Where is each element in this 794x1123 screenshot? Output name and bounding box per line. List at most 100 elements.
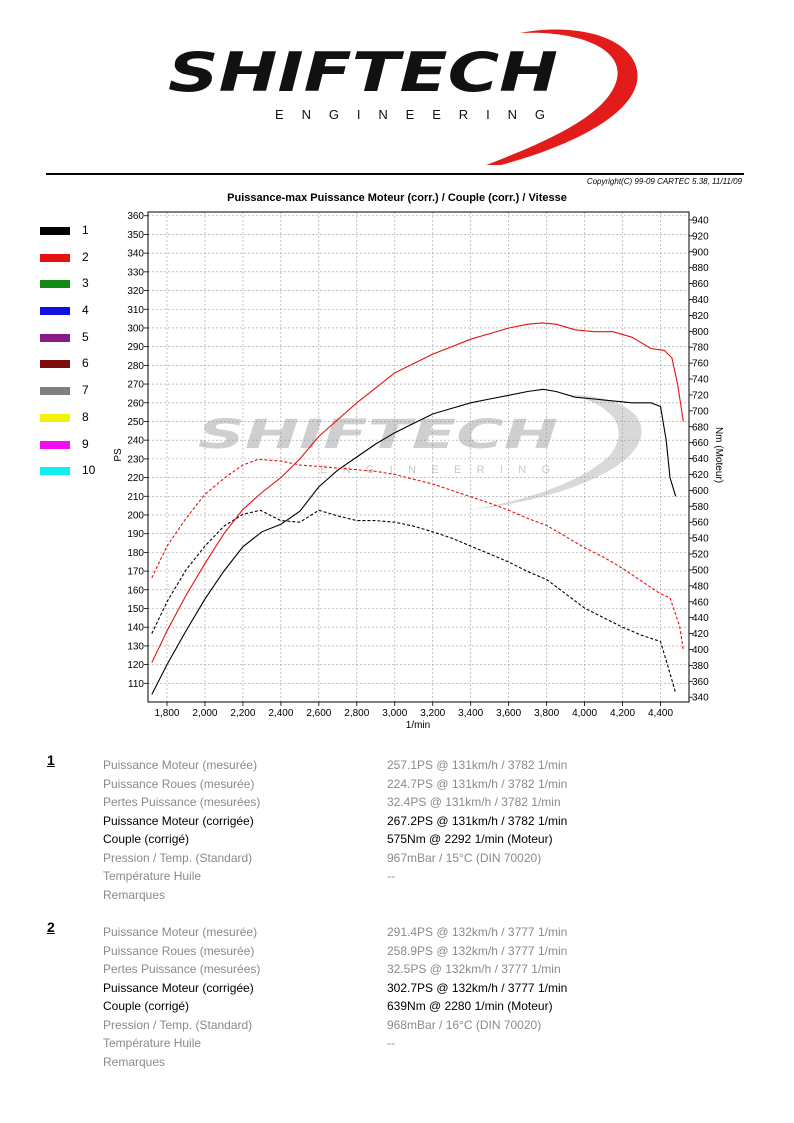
legend-item: 1 — [40, 223, 110, 252]
result-row: Puissance Roues (mesurée) 224.7PS @ 131km… — [0, 777, 794, 795]
legend-swatch — [40, 280, 70, 289]
result-value: 32.5PS @ 132km/h / 3777 1/min — [387, 962, 561, 976]
result-label: Puissance Moteur (corrigée) — [103, 813, 254, 828]
legend-label: 1 — [82, 223, 89, 237]
y-left-tick-label: 280 — [127, 361, 144, 372]
result-label: Remarques — [103, 1054, 166, 1069]
legend-label: 9 — [82, 436, 89, 451]
legend-swatch — [40, 440, 70, 449]
series-line-2-power — [151, 322, 684, 663]
shiftech-logo: SHIFTECH ENGINEERING — [168, 29, 638, 165]
y-left-tick-label: 170 — [127, 567, 144, 578]
x-tick-label: 2,400 — [268, 708, 293, 719]
y-left-tick-label: 270 — [127, 380, 144, 391]
result-value: -- — [387, 1036, 395, 1050]
x-tick-label: 2,800 — [344, 708, 369, 719]
y-right-tick-label: 500 — [692, 565, 709, 576]
y-right-tick-label: 880 — [692, 263, 709, 274]
y-left-tick-label: 180 — [127, 548, 144, 559]
chart-series — [151, 322, 684, 695]
y-left-tick-label: 310 — [127, 305, 144, 316]
y-left-tick-label: 320 — [127, 286, 144, 297]
legend-label: 6 — [82, 356, 89, 371]
y-left-tick-label: 210 — [127, 492, 144, 503]
result-label: Pression / Temp. (Standard) — [103, 1017, 253, 1032]
y-left-tick-label: 140 — [127, 623, 144, 634]
y-axis-left-title: PS — [113, 448, 124, 462]
legend-swatch — [40, 387, 70, 396]
legend-label: 8 — [82, 409, 89, 424]
y-right-tick-label: 740 — [692, 375, 709, 386]
y-right-tick-label: 820 — [692, 311, 709, 322]
legend-item: 5 — [40, 329, 110, 359]
y-right-tick-label: 420 — [692, 629, 709, 640]
result-label: Température Huile — [103, 1036, 202, 1050]
x-tick-label: 3,600 — [496, 708, 521, 719]
x-tick-label: 4,400 — [648, 708, 673, 719]
legend-label: 3 — [82, 276, 89, 291]
result-row: Pertes Puissance (mesurées) 32.5PS @ 132k… — [0, 962, 794, 980]
chart-grid — [148, 212, 689, 702]
result-row: Pression / Temp. (Standard) 967mBar / 15°… — [0, 851, 794, 869]
y-right-tick-label: 380 — [692, 661, 709, 672]
x-tick-label: 4,200 — [610, 708, 635, 719]
result-value: 968mBar / 16°C (DIN 70020) — [387, 1017, 542, 1032]
result-value: 291.4PS @ 132km/h / 3777 1/min — [387, 925, 568, 939]
y-right-tick-label: 920 — [692, 231, 709, 242]
legend-label: 5 — [82, 329, 89, 344]
y-right-tick-label: 940 — [692, 215, 709, 226]
y-left-tick-label: 160 — [127, 585, 144, 596]
y-right-tick-label: 620 — [692, 470, 709, 481]
y-left-tick-label: 240 — [127, 436, 144, 447]
result-row: Puissance Moteur (mesurée) 291.4PS @ 132k… — [0, 925, 794, 943]
result-row: Puissance Roues (mesurée) 258.9PS @ 132km… — [0, 944, 794, 962]
legend-swatch — [40, 227, 70, 235]
y-left-tick-label: 250 — [127, 417, 144, 428]
x-tick-label: 3,800 — [534, 708, 559, 719]
legend-swatch — [40, 253, 70, 262]
legend-label: 4 — [82, 303, 89, 318]
result-value: 32.4PS @ 131km/h / 3782 1/min — [387, 795, 561, 809]
result-label: Couple (corrigé) — [103, 999, 190, 1013]
legend-swatch — [40, 467, 70, 476]
result-label: Puissance Roues (mesurée) — [103, 943, 255, 958]
y-right-tick-label: 660 — [692, 438, 709, 449]
y-right-tick-label: 440 — [692, 613, 709, 624]
legend: 1 2 3 4 5 6 7 8 9 10 — [40, 223, 110, 492]
x-tick-label: 2,000 — [192, 708, 217, 719]
y-right-tick-label: 400 — [692, 645, 709, 656]
y-right-tick-label: 600 — [692, 486, 709, 497]
y-right-tick-label: 860 — [692, 279, 709, 290]
result-row: Couple (corrigé) 639Nm @ 2280 1/min (Mote… — [0, 999, 794, 1017]
result-label: Pression / Temp. (Standard) — [103, 850, 253, 865]
result-row: Température Huile -- — [0, 1036, 794, 1054]
result-value: 967mBar / 15°C (DIN 70020) — [387, 850, 542, 865]
x-tick-label: 2,200 — [230, 708, 255, 719]
result-value: 258.9PS @ 132km/h / 3777 1/min — [387, 943, 568, 958]
watermark-wordmark: SHIFTECH — [198, 412, 558, 458]
result-label: Pertes Puissance (mesurées) — [103, 795, 261, 809]
y-right-tick-label: 700 — [692, 406, 709, 417]
series-line-2-torque — [151, 458, 684, 650]
watermark-logo: SHIFTECH ENGINEERING — [198, 395, 642, 510]
y-right-tick-label: 800 — [692, 327, 709, 338]
result-value: 257.1PS @ 131km/h / 3782 1/min — [387, 758, 568, 772]
x-tick-label: 2,600 — [306, 708, 331, 719]
y-left-tick-label: 230 — [127, 454, 144, 465]
y-left-tick-label: 300 — [127, 323, 144, 334]
y-left-tick-label: 150 — [127, 604, 144, 615]
result-label: Couple (corrigé) — [103, 832, 190, 846]
result-value: 575Nm @ 2292 1/min (Moteur) — [387, 832, 553, 846]
run-number: 2 — [47, 919, 55, 935]
y-right-tick-label: 520 — [692, 550, 709, 561]
chart-axes: 1,800 2,000 2,200 2,400 2,600 2,800 3,000 3,200… — [127, 211, 709, 719]
legend-swatch — [40, 307, 70, 316]
result-label: Puissance Moteur (corrigée) — [103, 980, 254, 995]
x-tick-label: 4,000 — [572, 708, 597, 719]
legend-item: 3 — [40, 276, 110, 305]
y-left-tick-label: 120 — [127, 660, 144, 671]
y-left-tick-label: 110 — [128, 679, 144, 690]
result-row: Couple (corrigé) 575Nm @ 2292 1/min (Mote… — [0, 832, 794, 850]
series-line-1-power — [151, 388, 677, 695]
result-label: Puissance Moteur (mesurée) — [103, 758, 258, 772]
